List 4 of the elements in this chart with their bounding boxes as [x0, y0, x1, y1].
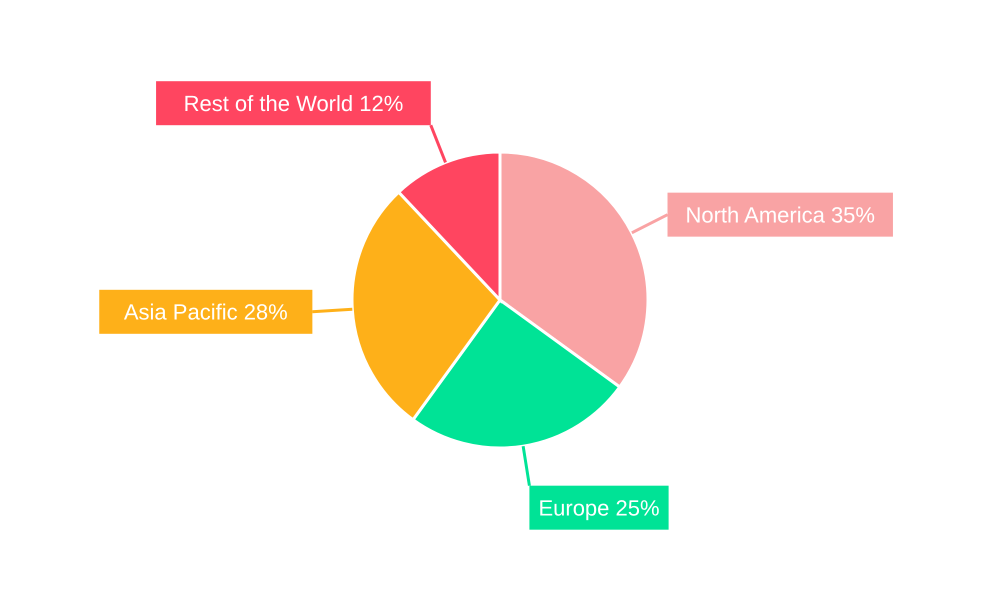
slice-label: Europe 25% — [538, 495, 660, 520]
slice-label: North America 35% — [685, 202, 875, 228]
slice-label: Rest of the World 12% — [184, 90, 404, 116]
slice-label: Asia Pacific 28% — [124, 300, 288, 325]
